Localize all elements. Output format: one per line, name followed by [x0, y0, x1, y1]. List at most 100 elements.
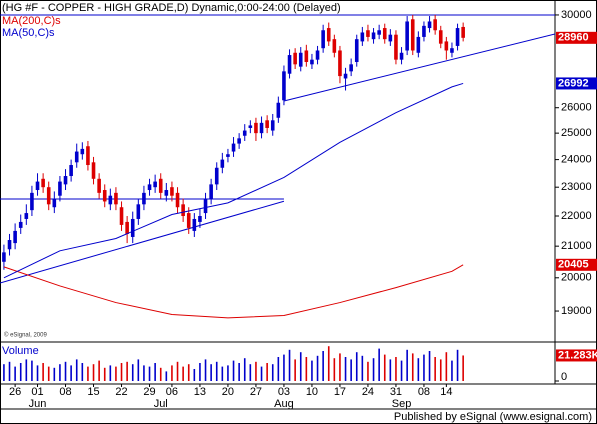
candle-body [147, 184, 152, 191]
candle-body [119, 207, 124, 225]
volume-bar [109, 365, 112, 381]
y-tick-label: 19000 [561, 305, 592, 317]
candle-body [326, 28, 331, 42]
volume-bar [462, 355, 464, 381]
month-label: Sep [392, 398, 412, 410]
candle-body [214, 167, 219, 185]
x-tick-label: 03 [278, 386, 290, 398]
x-tick-label: 26 [9, 386, 21, 398]
x-tick-label: 14 [440, 386, 452, 398]
candle-body [276, 102, 281, 118]
candle-body [192, 218, 197, 231]
volume-bar [148, 366, 151, 381]
volume-bar [249, 364, 252, 381]
candle-body [153, 181, 157, 188]
volume-bar [411, 353, 414, 381]
volume-bar [59, 364, 61, 381]
candle-body [226, 154, 230, 157]
x-tick-label: 15 [87, 386, 99, 398]
volume-bar [25, 359, 28, 381]
volume-bar [451, 360, 453, 381]
y-tick-label: 23000 [561, 181, 592, 193]
legend-entry: MA(200,C)s [2, 15, 61, 27]
candle-body [125, 221, 129, 234]
candle-body [80, 148, 85, 155]
trendline [0, 200, 285, 284]
volume-bar [103, 367, 106, 381]
volume-bar [159, 367, 162, 381]
volume-bar [439, 359, 442, 381]
volume-bar [199, 363, 201, 381]
value-box [556, 31, 597, 44]
candle-body [242, 130, 247, 136]
candle-body [410, 19, 415, 51]
candle-body [52, 198, 57, 208]
candle-body [433, 19, 437, 31]
volume-bar [221, 366, 224, 381]
volume-bar [176, 361, 179, 381]
value-box-label: 21.283K [558, 349, 597, 361]
x-tick-label: 20 [222, 386, 234, 398]
candle-body [74, 151, 79, 163]
candle-body [416, 36, 421, 53]
volume-bar [322, 351, 324, 381]
candle-body [209, 184, 213, 199]
volume-bar [255, 361, 257, 381]
volume-bar [271, 364, 274, 381]
candle-body [399, 52, 404, 60]
value-box [556, 77, 597, 90]
candle-body [175, 192, 180, 208]
candle-body [259, 122, 264, 134]
moving-average [3, 264, 464, 319]
value-box-label: 26992 [558, 77, 589, 89]
volume-bar [210, 364, 212, 381]
candle-body [114, 192, 118, 205]
x-tick-label: 10 [306, 386, 318, 398]
volume-bar [456, 349, 459, 381]
y-tick-label: 22000 [561, 210, 592, 222]
candle-body [97, 178, 101, 193]
volume-bar [294, 359, 296, 381]
trendline [283, 33, 555, 102]
candle-body [377, 30, 381, 35]
volume-bar [171, 365, 173, 381]
volume-bar [406, 349, 408, 381]
candle-body [371, 32, 376, 40]
candle-body [30, 192, 34, 211]
candle-body [332, 39, 337, 53]
volume-bar [126, 361, 128, 381]
volume-bar [92, 364, 95, 381]
candle-body [450, 48, 454, 53]
candle-body [46, 187, 51, 205]
volume-bar [137, 359, 140, 381]
volume-bar [31, 360, 33, 381]
volume-bar [193, 369, 196, 381]
value-box-label: 20405 [558, 259, 589, 271]
x-tick-label: 17 [334, 386, 346, 398]
y-tick-label: 25000 [561, 127, 592, 139]
value-box-label: 28960 [558, 32, 589, 44]
candle-body [461, 26, 465, 38]
x-tick-label: 08 [418, 386, 430, 398]
volume-bar [182, 366, 184, 381]
volume-bar [260, 366, 263, 381]
volume-bar [423, 354, 425, 381]
volume-bar [400, 360, 403, 381]
volume-bar [47, 366, 50, 381]
chart-title: (HG #F - COPPER - HIGH GRADE,D) Dynamic,… [2, 2, 341, 14]
candle-body [24, 213, 29, 219]
volume-bar [75, 359, 78, 381]
volume-bar [339, 353, 341, 381]
candle-body [237, 138, 241, 144]
moving-average [3, 82, 464, 279]
candle-body [203, 198, 208, 214]
volume-bar [389, 359, 392, 381]
x-tick-label: 22 [115, 386, 127, 398]
candle-body [198, 216, 202, 222]
volume-bar [299, 352, 302, 381]
candle-body [254, 122, 258, 134]
volume-bar [187, 364, 190, 381]
candle-body [360, 32, 365, 42]
candle-body [102, 190, 107, 202]
